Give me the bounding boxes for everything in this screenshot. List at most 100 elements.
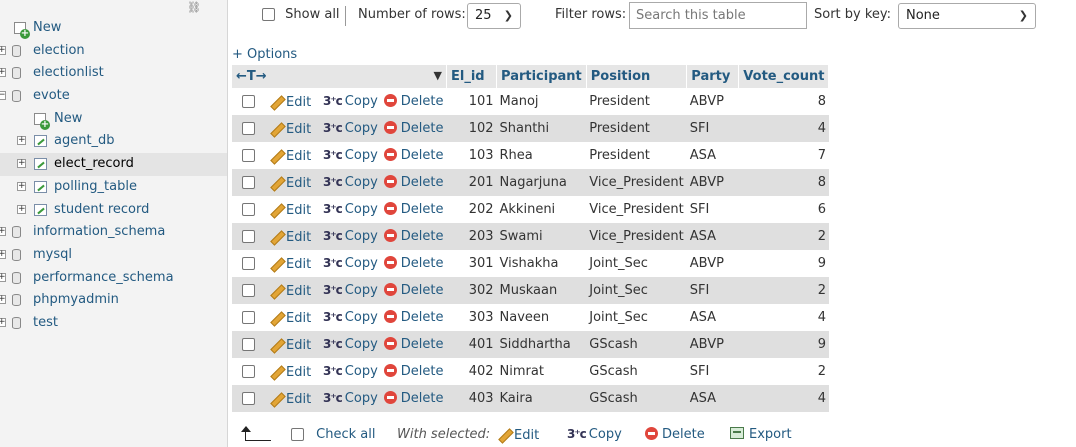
options-link[interactable]: + Options — [232, 47, 298, 62]
cell-party[interactable]: ASA — [686, 223, 739, 250]
row-delete-button[interactable]: Delete — [380, 331, 447, 358]
cell-vote-count[interactable]: 2 — [738, 223, 829, 250]
row-delete-button[interactable]: Delete — [380, 169, 447, 196]
column-header-participant[interactable]: Participant — [496, 65, 587, 88]
column-header-vote-count[interactable]: Vote_count — [738, 65, 830, 88]
row-copy-button[interactable]: 3⁺c Copy — [320, 358, 381, 385]
row-edit-button[interactable]: Edit — [266, 331, 320, 358]
cell-participant[interactable]: Vishakha — [496, 250, 587, 277]
cell-el-id[interactable]: 403 — [446, 385, 497, 412]
cell-participant[interactable]: Swami — [496, 223, 587, 250]
expand-icon[interactable]: + — [0, 317, 6, 327]
tree-item-new[interactable]: New — [0, 17, 227, 40]
row-checkbox[interactable] — [242, 203, 255, 216]
row-edit-button[interactable]: Edit — [266, 88, 320, 115]
row-checkbox[interactable] — [242, 149, 255, 162]
row-delete-button[interactable]: Delete — [380, 304, 447, 331]
tree-item-new[interactable]: New — [0, 108, 227, 131]
row-edit-button[interactable]: Edit — [266, 250, 320, 277]
cell-el-id[interactable]: 301 — [446, 250, 497, 277]
row-copy-button[interactable]: 3⁺c Copy — [320, 223, 381, 250]
expand-icon[interactable]: + — [17, 158, 26, 169]
row-edit-button[interactable]: Edit — [266, 385, 320, 412]
tree-item-polling_table[interactable]: + polling_table — [0, 176, 227, 199]
row-copy-button[interactable]: 3⁺c Copy — [320, 88, 381, 115]
row-edit-button[interactable]: Edit — [266, 142, 320, 169]
row-checkbox[interactable] — [242, 365, 255, 378]
row-checkbox[interactable] — [242, 257, 255, 270]
collapse-icon[interactable]: − — [0, 91, 6, 101]
cell-participant[interactable]: Nagarjuna — [496, 169, 587, 196]
tree-item-mysql[interactable]: + mysql — [0, 244, 227, 267]
row-copy-button[interactable]: 3⁺c Copy — [320, 250, 381, 277]
row-edit-button[interactable]: Edit — [266, 169, 320, 196]
row-edit-button[interactable]: Edit — [266, 304, 320, 331]
tree-item-electionlist[interactable]: + electionlist — [0, 62, 227, 85]
row-delete-button[interactable]: Delete — [380, 385, 447, 412]
cell-vote-count[interactable]: 6 — [738, 196, 829, 223]
cell-participant[interactable]: Manoj — [496, 88, 587, 115]
cell-position[interactable]: Joint_Sec — [586, 277, 687, 304]
cell-position[interactable]: President — [586, 142, 687, 169]
row-copy-button[interactable]: 3⁺c Copy — [320, 142, 381, 169]
tree-item-information_schema[interactable]: + information_schema — [0, 221, 227, 244]
cell-el-id[interactable]: 201 — [446, 169, 497, 196]
cell-participant[interactable]: Muskaan — [496, 277, 587, 304]
cell-party[interactable]: SFI — [686, 277, 739, 304]
expand-icon[interactable]: + — [17, 135, 26, 146]
row-copy-button[interactable]: 3⁺c Copy — [320, 304, 381, 331]
cell-vote-count[interactable]: 4 — [738, 385, 829, 412]
row-checkbox[interactable] — [242, 230, 255, 243]
sort-caret-icon[interactable]: ▼ — [433, 69, 443, 82]
column-header-position[interactable]: Position — [586, 65, 688, 88]
cell-position[interactable]: Joint_Sec — [586, 304, 687, 331]
cell-party[interactable]: ASA — [686, 385, 739, 412]
cell-vote-count[interactable]: 8 — [738, 169, 829, 196]
cell-el-id[interactable]: 203 — [446, 223, 497, 250]
row-delete-button[interactable]: Delete — [380, 250, 447, 277]
cell-position[interactable]: President — [586, 88, 687, 115]
column-header-party[interactable]: Party — [686, 65, 740, 88]
cell-position[interactable]: Joint_Sec — [586, 250, 687, 277]
cell-el-id[interactable]: 202 — [446, 196, 497, 223]
cell-position[interactable]: Vice_President — [586, 196, 687, 223]
row-checkbox[interactable] — [242, 311, 255, 324]
cell-party[interactable]: ABVP — [686, 169, 739, 196]
rows-select[interactable]: 25 ❯ — [467, 3, 521, 29]
cell-participant[interactable]: Siddhartha — [496, 331, 587, 358]
expand-icon[interactable]: + — [0, 295, 6, 305]
expand-icon[interactable]: + — [0, 45, 6, 55]
cell-participant[interactable]: Naveen — [496, 304, 587, 331]
tree-item-election[interactable]: + election — [0, 40, 227, 63]
cell-participant[interactable]: Shanthi — [496, 115, 587, 142]
row-copy-button[interactable]: 3⁺c Copy — [320, 331, 381, 358]
cell-party[interactable]: SFI — [686, 196, 739, 223]
check-all-checkbox[interactable] — [291, 428, 304, 441]
row-checkbox[interactable] — [242, 284, 255, 297]
row-delete-button[interactable]: Delete — [380, 142, 447, 169]
expand-icon[interactable]: + — [17, 203, 26, 214]
cell-position[interactable]: GScash — [586, 358, 687, 385]
cell-el-id[interactable]: 402 — [446, 358, 497, 385]
cell-party[interactable]: ASA — [686, 304, 739, 331]
cell-vote-count[interactable]: 2 — [738, 358, 829, 385]
cell-participant[interactable]: Akkineni — [496, 196, 587, 223]
cell-el-id[interactable]: 101 — [446, 88, 497, 115]
cell-el-id[interactable]: 303 — [446, 304, 497, 331]
tree-item-phpmyadmin[interactable]: + phpmyadmin — [0, 289, 227, 312]
row-edit-button[interactable]: Edit — [266, 358, 320, 385]
row-edit-button[interactable]: Edit — [266, 115, 320, 142]
cell-party[interactable]: SFI — [686, 115, 739, 142]
column-header-el-id[interactable]: El_id — [446, 65, 498, 88]
row-delete-button[interactable]: Delete — [380, 115, 447, 142]
cell-position[interactable]: President — [586, 115, 687, 142]
cell-party[interactable]: ASA — [686, 142, 739, 169]
cell-vote-count[interactable]: 2 — [738, 277, 829, 304]
cell-position[interactable]: GScash — [586, 385, 687, 412]
expand-icon[interactable]: + — [0, 272, 6, 282]
link-chain-icon[interactable]: ⛓ — [187, 1, 201, 14]
cell-el-id[interactable]: 401 — [446, 331, 497, 358]
row-delete-button[interactable]: Delete — [380, 88, 447, 115]
row-copy-button[interactable]: 3⁺c Copy — [320, 169, 381, 196]
cell-vote-count[interactable]: 7 — [738, 142, 829, 169]
